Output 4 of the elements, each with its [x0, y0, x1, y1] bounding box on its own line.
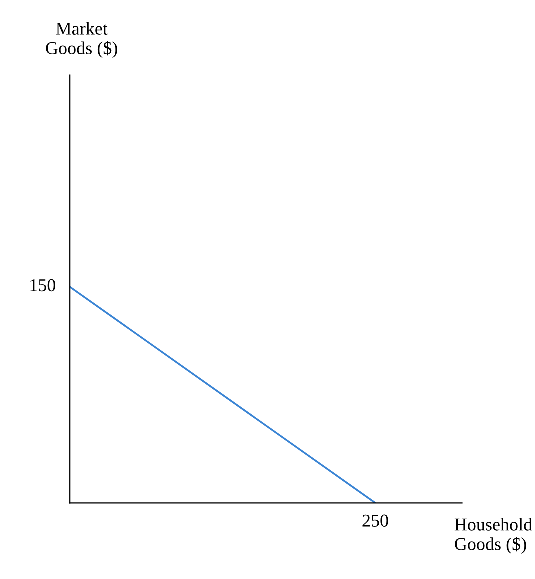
text: 150 — [30, 279, 56, 292]
text: 250 — [362, 514, 388, 527]
text: Market Goods ($) — [46, 22, 118, 58]
x-axis-title: Household Goods ($) — [454, 518, 532, 554]
